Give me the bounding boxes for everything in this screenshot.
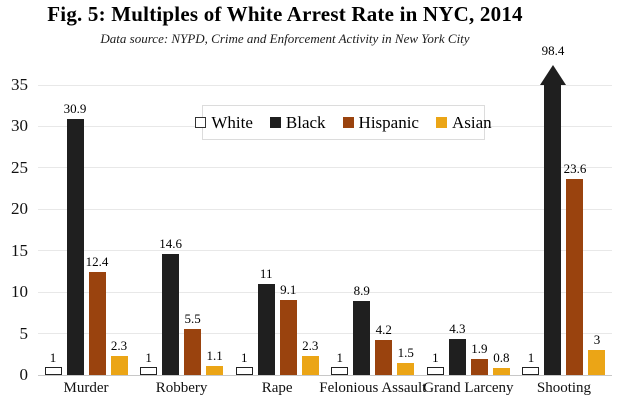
y-tick-label: 20 [11,199,28,219]
legend-item-black: Black [269,112,326,133]
bar-asian: 1.5 [397,345,415,375]
y-tick-label: 30 [11,116,28,136]
bar-value-label: 1 [432,349,439,365]
bar-value-label: 4.3 [449,321,466,337]
y-tick-label: 0 [19,365,29,384]
bar-value-label: 0.8 [493,350,510,366]
legend-item-hispanic: Hispanic [342,112,419,133]
bar-hispanic: 9.1 [279,282,297,375]
bar-black: 4.3 [448,322,466,375]
bar-value-label: 1.1 [206,347,223,363]
bar-hispanic: 23.6 [564,162,586,375]
x-axis-line [38,374,612,376]
y-tick-label: 5 [19,323,29,343]
bar-value-label: 1 [49,349,57,365]
bar-value-label: 5.5 [184,311,201,327]
legend-label: Black [285,112,326,132]
bar-value-label: 14.6 [159,236,182,252]
bar-value-label: 1.9 [471,341,488,357]
bar-value-label: 23.6 [563,161,587,177]
bar-value-label: 30.9 [63,100,87,116]
chart-title: Fig. 5: Multiples of White Arrest Rate i… [47,2,523,26]
bar-value-label: 98.4 [541,43,565,58]
legend-item-white: White [195,113,253,133]
bar-value-label: 8.9 [353,283,370,299]
bar-hispanic: 1.9 [470,342,488,375]
bar-group-grand-larceny: 1 4.3 1.9 0.8 Grand Larceny [423,322,513,396]
bar-value-label: 4.2 [375,322,392,338]
legend-swatch-hispanic-icon [342,117,354,128]
bar-group-robbery: 1 14.6 5.5 1.1 Robbery [138,237,226,396]
legend-label: Hispanic [358,112,419,132]
chart-subtitle: Data source: NYPD, Crime and Enforcement… [100,31,470,46]
bar-value-label: 12.4 [85,254,109,270]
gridline [38,208,612,210]
bar-hispanic: 5.5 [184,312,202,375]
bar-white: 1 [44,350,62,375]
bar-black: 14.6 [159,237,182,375]
bar-white: 1 [140,350,158,375]
y-tick-label: 25 [11,157,28,177]
y-tick-label: 15 [11,240,28,260]
bar-asian: 1.1 [206,348,224,375]
gridline [38,291,612,293]
bar-asian: 3 [588,333,606,375]
bar-group-murder: 1 30.9 12.4 2.3 Murder [42,101,130,396]
bar-black: 11 [257,266,275,375]
bar-group-felonious-assault: 1 8.9 4.2 1.5 Felonious Assault [319,284,426,396]
plot-area: 1 30.9 12.4 2.3 Murder 1 14.6 5.5 1.1 Robbery 1 11 9… [42,0,608,396]
arrow-up-icon [539,65,566,85]
bar-value-label: 1 [240,349,248,365]
bar-group-shooting: 1 98.4 23.6 3 Shooting [520,44,608,396]
category-label: Shooting [536,380,592,396]
legend-label: Asian [451,112,492,132]
bar-black: 8.9 [353,284,371,375]
gridline [38,84,612,86]
category-label: Felonious Assault [319,380,427,396]
legend-box: White Black Hispanic Asian [195,105,492,140]
bar-value-label: 1 [336,349,344,365]
category-label: Rape [261,380,293,396]
y-tick-label: 10 [11,282,28,302]
bar-asian: 2.3 [110,338,128,375]
legend-swatch-black-icon [269,117,281,128]
bar-black: 98.4 [539,44,566,375]
gridline [38,167,612,169]
bar-group-rape: 1 11 9.1 2.3 Rape [233,266,321,396]
bar-hispanic: 12.4 [86,255,108,375]
bar-asian: 2.3 [301,338,319,375]
category-label: Robbery [155,380,208,396]
category-label: Murder [63,380,109,396]
bar-value-label: 9.1 [280,281,297,297]
gridline [38,333,612,335]
bar-value-label: 2.3 [302,337,319,353]
bar-asian: 0.8 [492,351,510,375]
bar-white: 1 [522,350,540,375]
bar-value-label: 2.3 [110,337,128,353]
legend-item-asian: Asian [435,112,492,133]
category-label: Grand Larceny [423,380,514,396]
legend-swatch-white-icon [195,117,207,128]
bar-value-label: 11 [259,265,273,281]
bar-hispanic: 4.2 [375,323,393,375]
bar-white: 1 [235,350,253,375]
bar-white: 1 [426,350,444,375]
bar-value-label: 1 [527,349,535,365]
bar-black: 30.9 [64,101,86,375]
gridline [38,250,612,252]
legend-swatch-asian-icon [435,117,447,128]
bar-value-label: 1.5 [397,344,414,360]
y-tick-label: 35 [11,75,28,94]
bar-value-label: 1 [145,349,152,365]
bar-white: 1 [331,350,349,375]
bar-value-label: 3 [593,332,601,348]
legend-label: White [211,112,253,132]
